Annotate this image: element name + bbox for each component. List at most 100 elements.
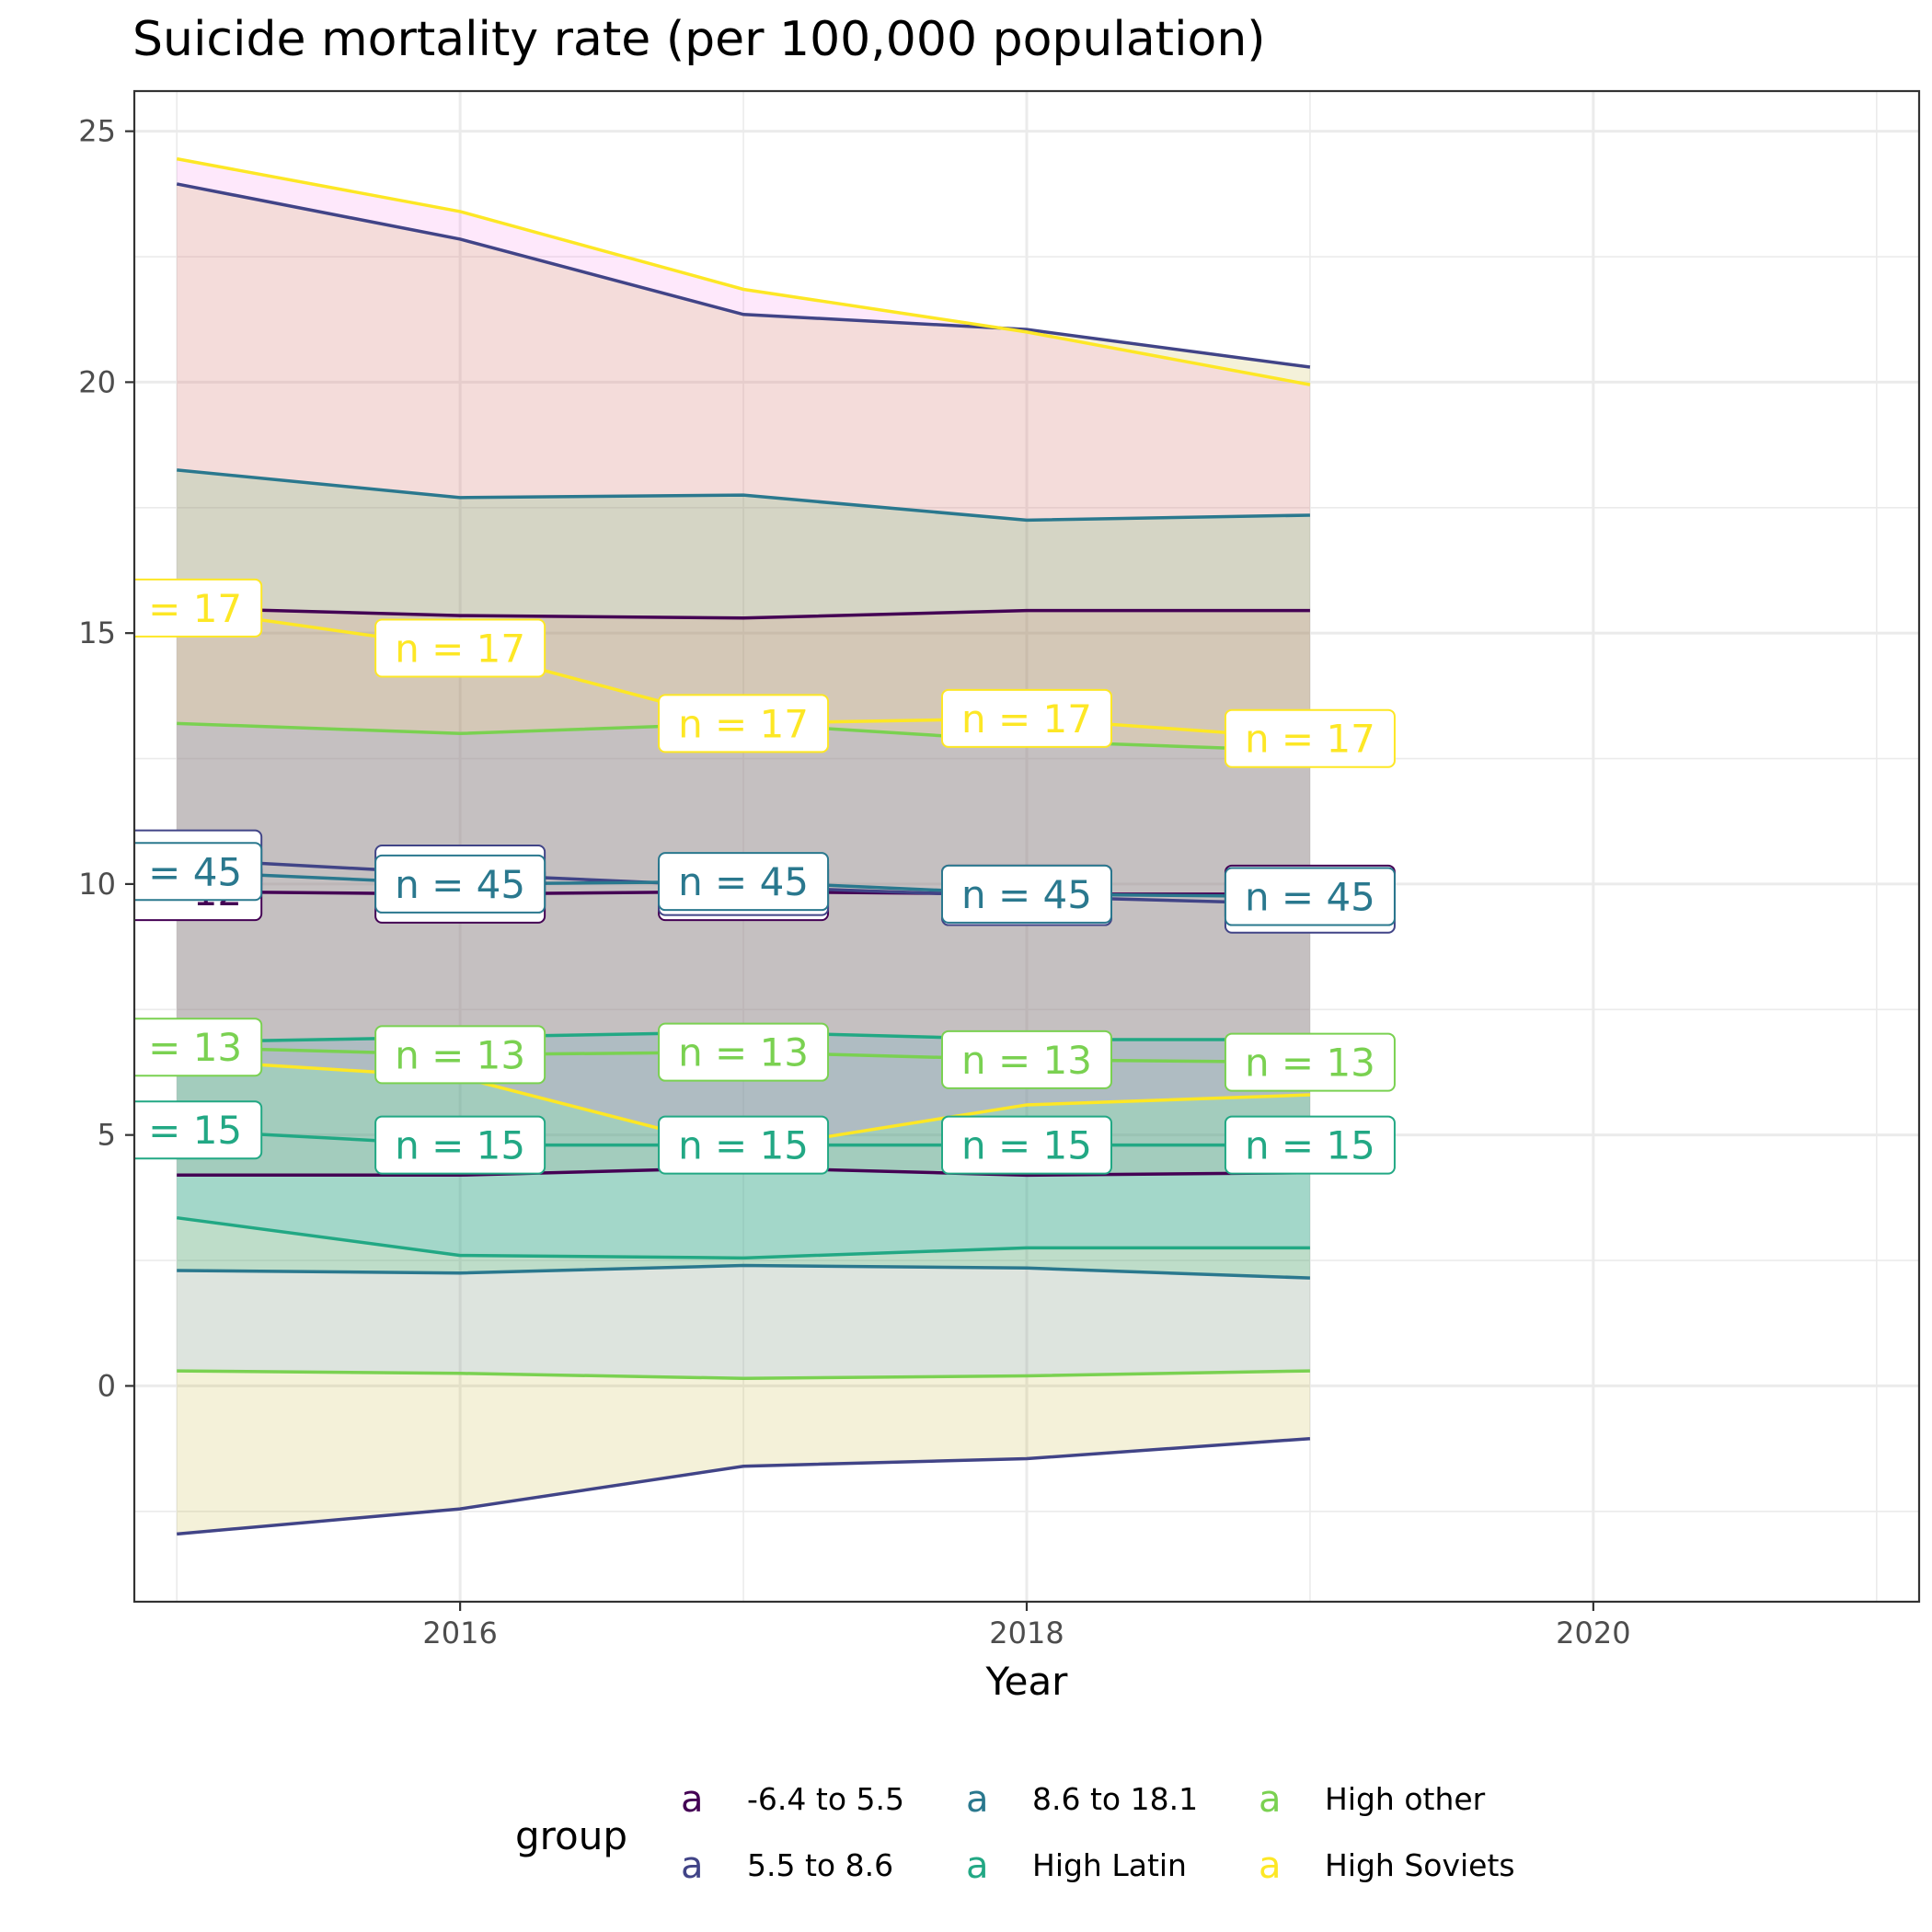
n-label-text: n = 45 <box>961 872 1092 917</box>
n-label-box <box>658 852 830 912</box>
n-label: n = 13 <box>658 1022 830 1082</box>
n-label: n = 17 <box>658 694 830 753</box>
n-label-text: n = 13 <box>1245 1041 1375 1086</box>
legend-item: a 8.6 to 18.1 <box>966 1778 1198 1821</box>
legend-key: a <box>1259 1778 1282 1821</box>
n-label: n = 13 <box>1224 1032 1396 1092</box>
series-lower-line <box>176 1215 1310 1260</box>
plot-panel: n = 12n = 12n = 12n = 12n = 12n = 45n = … <box>111 91 1919 1602</box>
n-label: n = 45 <box>941 864 1112 924</box>
series-lower-line <box>177 1436 1311 1536</box>
legend-item: a High other <box>1259 1778 1486 1821</box>
n-label-text: n = 15 <box>678 1123 809 1168</box>
n-label-text: n = 17 <box>395 627 525 672</box>
n-label: n = 13 <box>111 1018 263 1077</box>
y-tick-label: 25 <box>78 114 116 149</box>
x-tick-label: 2016 <box>422 1616 497 1650</box>
n-label-text: n = 13 <box>395 1032 525 1077</box>
n-label-box <box>374 1025 546 1085</box>
n-label: n = 45 <box>1224 867 1396 926</box>
n-label-text: n = 15 <box>961 1123 1092 1168</box>
series-upper-line <box>177 606 1310 620</box>
n-label-box <box>374 618 546 678</box>
n-label: n = 15 <box>658 1115 830 1175</box>
n-label: n = 17 <box>1224 708 1396 768</box>
y-tick-label: 5 <box>98 1118 116 1153</box>
panel-border <box>132 89 1921 1604</box>
n-label-text: n = 13 <box>111 1025 242 1070</box>
n-label: n = 15 <box>1224 1115 1396 1175</box>
n-label-box <box>134 1018 263 1077</box>
n-label-box <box>658 694 830 753</box>
n-label-text: n = 13 <box>678 1030 809 1075</box>
n-label-text: n = 15 <box>1245 1123 1375 1168</box>
legend-label: 5.5 to 8.6 <box>747 1847 893 1883</box>
series-lower-line <box>177 1369 1310 1381</box>
n-label-text: n = 17 <box>111 586 242 631</box>
n-label-text: n = 17 <box>678 701 809 746</box>
series-upper-line <box>176 182 1311 369</box>
y-tick-label: 10 <box>78 867 116 902</box>
y-tick-label: 20 <box>78 364 116 399</box>
n-label-box <box>134 842 263 902</box>
legend-item: a -6.4 to 5.5 <box>681 1778 904 1821</box>
n-label-box <box>941 1029 1112 1089</box>
legend-key: a <box>681 1778 704 1821</box>
n-label-box <box>1224 1032 1396 1092</box>
n-label-box <box>1224 867 1396 926</box>
legend-key: a <box>681 1845 704 1887</box>
n-label-text: n = 45 <box>678 859 809 904</box>
n-label-text: n = 15 <box>111 1108 242 1153</box>
legend-label: High Soviets <box>1325 1847 1515 1883</box>
n-label-box <box>658 1022 830 1082</box>
x-tick-label: 2018 <box>989 1616 1064 1650</box>
n-label-box <box>941 1115 1112 1175</box>
n-label: n = 45 <box>374 854 546 914</box>
n-label-text: n = 17 <box>961 696 1092 742</box>
n-label-text: n = 13 <box>961 1038 1092 1083</box>
n-label: n = 15 <box>941 1115 1112 1175</box>
legend-item: a 5.5 to 8.6 <box>681 1845 893 1887</box>
n-label-text: n = 15 <box>395 1123 525 1168</box>
x-tick-label: 2020 <box>1556 1616 1630 1650</box>
n-label-box <box>1224 1115 1396 1175</box>
n-label: n = 17 <box>941 688 1112 748</box>
n-label-box <box>658 1115 830 1175</box>
y-tick-label: 0 <box>98 1368 116 1403</box>
n-label: n = 17 <box>374 618 546 678</box>
y-axis: 0 5 10 15 20 25 <box>78 114 134 1403</box>
n-label-text: n = 17 <box>1245 717 1375 762</box>
y-tick-label: 15 <box>78 615 116 650</box>
n-label: n = 17 <box>111 578 263 638</box>
legend-item: a High Soviets <box>1259 1845 1515 1887</box>
n-label-text: n = 45 <box>395 862 525 907</box>
legend: group a -6.4 to 5.5 a 5.5 to 8.6 a 8.6 to 18.… <box>515 1778 1515 1887</box>
legend-title: group <box>515 1813 627 1858</box>
n-label-box <box>134 1100 263 1160</box>
n-label-box <box>374 1115 546 1175</box>
legend-label: High Latin <box>1032 1847 1187 1883</box>
n-label: n = 15 <box>374 1115 546 1175</box>
n-label: n = 13 <box>941 1029 1112 1089</box>
series-upper-line <box>176 156 1311 386</box>
legend-key: a <box>1259 1845 1282 1887</box>
series-lower-line <box>177 1263 1311 1280</box>
n-label-box <box>374 854 546 914</box>
n-label-box <box>941 864 1112 924</box>
chart-title: Suicide mortality rate (per 100,000 popu… <box>132 12 1266 67</box>
x-axis: 2016 2018 2020 <box>422 1602 1631 1650</box>
n-label-box <box>941 688 1112 748</box>
x-axis-title: Year <box>985 1659 1069 1704</box>
n-label-box <box>134 578 263 638</box>
legend-label: -6.4 to 5.5 <box>747 1781 904 1817</box>
n-label: n = 45 <box>111 842 263 902</box>
n-label: n = 13 <box>374 1025 546 1085</box>
n-label-text: n = 45 <box>111 849 242 894</box>
legend-key: a <box>966 1845 989 1887</box>
legend-item: a High Latin <box>966 1845 1187 1887</box>
n-label: n = 15 <box>111 1100 263 1160</box>
n-label-box <box>1224 708 1396 768</box>
series-upper-line <box>177 468 1310 523</box>
ribbon <box>177 158 1310 1151</box>
